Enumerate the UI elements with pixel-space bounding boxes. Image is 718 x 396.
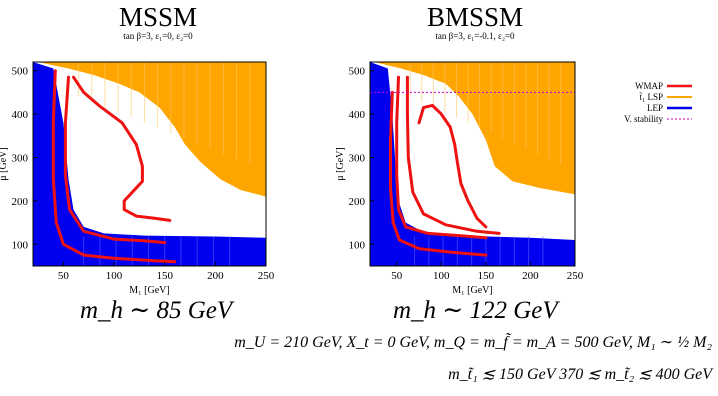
plots-canvas: 50 100 150 200 250 100 200 300 400 500 M₁ [GeV] μ [… [0,61,692,296]
panel-1-wmap-curve-3 [51,69,177,264]
panel-1-ytick-label: 200 [12,196,29,208]
panel-1-lep-region [33,62,266,266]
panel-2-lep-region [370,62,575,266]
panel-2-lsp-region [370,62,575,195]
legend-label-wmap: WMAP [635,81,663,91]
mssm-higgs-mass: m_h ∼ 85 GeV [80,295,232,325]
panel-2-ytick-label: 200 [349,196,366,208]
panel-1-ytick-label: 100 [12,239,29,251]
panel-1-ylabel: μ [GeV] [0,147,9,180]
stop-mass-line: m_t̃₁ ≲ 150 GeV 370 ≲ m_t̃₂ ≲ 400 GeV [448,366,712,383]
panel-2-xtick-label: 250 [567,270,584,282]
panel-1-wmap-curve-2 [72,75,172,222]
panel-1-xtick-label: 200 [207,270,224,282]
mssm-title: MSSM [118,2,198,32]
panel-1-xtick-label: 250 [258,270,275,282]
panel-1-xtick-label: 50 [58,270,70,282]
panel-1-lsp-region [33,62,266,197]
bmssm-higgs-mass-text: m_h ∼ 122 GeV [393,297,558,324]
legend-label-lsp: t̃₁ LSP [639,92,663,102]
panel-2-ytick-label: 500 [349,66,366,78]
panel-2-ylabel: μ [GeV] [335,147,346,180]
panel-2-xtick-label: 150 [478,270,495,282]
mssm-higgs-mass-text: m_h ∼ 85 GeV [80,297,233,324]
panel-2-xtick-label: 50 [391,270,403,282]
panel-1-xlabel: M₁ [GeV] [129,285,169,296]
panel-2-wmap-curve-3 [417,103,488,229]
panel-2-wmap-curve-2 [405,75,501,235]
panel-2-frame [369,61,576,267]
panel-2-xtick-label: 100 [433,270,450,282]
panel-2-wmap-curve-4 [389,90,488,257]
panel-1-ytick-label: 300 [12,152,29,164]
legend-label-vstab: V. stability [624,114,663,124]
panel-2-ytick-label: 400 [349,109,366,121]
panel-2-xtick-label: 200 [522,270,539,282]
bmssm-subtitle: tan β=3, ε₁=-0.1, ε₂=0 [435,31,515,41]
panel-2-ytick-label: 100 [349,239,366,251]
panel-2-ytick-label: 300 [349,152,366,164]
panel-1-ytick-label: 500 [12,66,29,78]
mssm-subtitle: tan β=3, ε₁=0, ε₂=0 [123,31,193,41]
panel-1-xtick-label: 100 [106,270,123,282]
bmssm-higgs-mass: m_h ∼ 122 GeV [393,295,558,325]
legend-label-lep: LEP [647,103,663,113]
panel-1-ytick-label: 400 [12,109,29,121]
panel-1-frame [32,61,267,267]
panel-1-xtick-label: 150 [156,270,173,282]
panel-1-wmap-curve-1 [63,75,167,245]
panel-2-wmap-curve-1 [395,75,488,240]
parameter-line: m_U = 210 GeV, X_t = 0 GeV, m_Q = m_f̃ =… [234,334,712,351]
panel-2-xlabel: M₁ [GeV] [452,285,492,296]
bmssm-title: BMSSM [426,2,524,32]
